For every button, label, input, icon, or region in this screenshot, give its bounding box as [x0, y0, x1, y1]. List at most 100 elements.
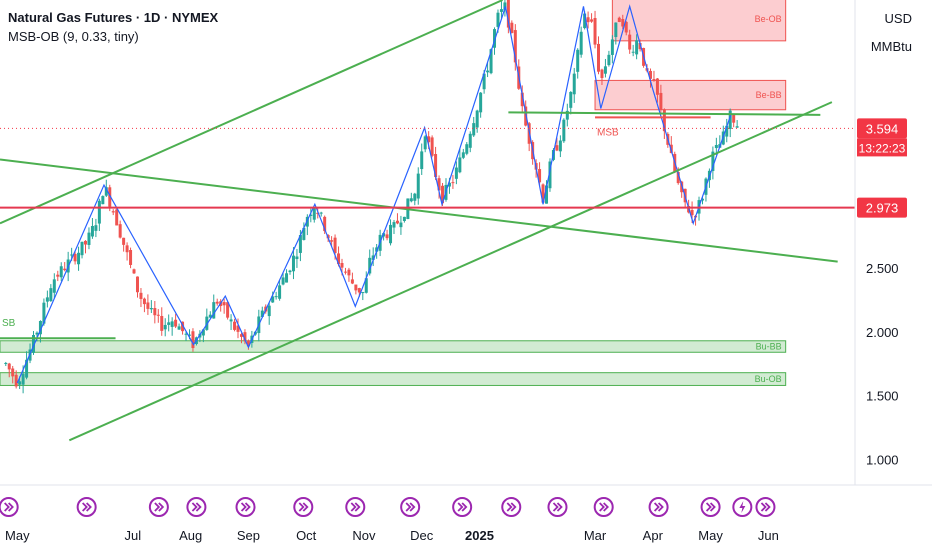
candle-body [142, 298, 146, 305]
candle-body [607, 54, 611, 66]
candle-body [427, 136, 431, 143]
event-marker-icon[interactable] [400, 497, 421, 517]
candle-body [603, 66, 607, 74]
candle-body [135, 276, 139, 293]
candle-body [70, 254, 74, 256]
candle-body [132, 269, 136, 274]
candle-body [538, 169, 542, 183]
trendline[interactable] [68, 101, 833, 442]
event-marker-icon[interactable] [700, 497, 721, 517]
double-chevron-glyph [191, 502, 202, 512]
candle-body [572, 73, 576, 95]
candle-body [167, 322, 171, 325]
currency-label[interactable]: USD [884, 11, 912, 26]
event-marker-icon[interactable] [648, 497, 669, 517]
candle-body [14, 374, 18, 387]
double-chevron-glyph [599, 502, 609, 512]
candle-body [565, 110, 569, 120]
event-marker-icon[interactable] [547, 497, 568, 517]
event-marker-icon[interactable] [755, 497, 776, 517]
candle-body [489, 49, 493, 74]
candle-body [45, 297, 49, 302]
candle-body [49, 288, 53, 302]
double-chevron-glyph [350, 502, 361, 512]
double-chevron-glyph [240, 502, 251, 512]
candle-body [340, 263, 344, 268]
candle-body [631, 51, 635, 53]
time-tick-label: Jun [758, 528, 779, 543]
candle-body [472, 123, 476, 136]
event-marker-icon[interactable] [501, 497, 522, 517]
candle-body [416, 173, 420, 199]
event-marker-icon[interactable] [0, 497, 19, 517]
candle-body [25, 359, 29, 378]
event-marker-icon[interactable] [148, 497, 169, 517]
event-marker-lightning-icon[interactable] [732, 497, 753, 517]
time-tick-label: May [5, 528, 30, 543]
double-chevron-glyph [506, 502, 517, 512]
time-tick-label: Sep [237, 528, 260, 543]
price-tick-label: 1.000 [866, 452, 899, 467]
candle-body [11, 368, 15, 377]
candle-body [579, 31, 583, 55]
candle-body [208, 314, 212, 318]
candle-body [63, 268, 67, 271]
candle-body [298, 235, 302, 253]
time-tick-label: Nov [352, 528, 376, 543]
time-tick-label: Jul [125, 528, 142, 543]
event-marker-icon[interactable] [593, 497, 614, 517]
unit-label[interactable]: MMBtu [870, 39, 912, 54]
candle-body [156, 314, 160, 316]
candle-body [32, 335, 36, 353]
trendline[interactable] [0, 0, 504, 225]
candle-body [222, 302, 226, 306]
event-marker-icon[interactable] [186, 497, 207, 517]
candle-body [375, 247, 379, 252]
event-marker-icon[interactable] [452, 497, 473, 517]
candle-body [700, 198, 704, 201]
last-price-badge-bg [857, 118, 907, 139]
time-tick-label: 2025 [465, 528, 494, 543]
candle-body [392, 222, 396, 228]
candle-body [434, 154, 438, 178]
trendline[interactable] [508, 111, 821, 116]
time-tick-label: Dec [410, 528, 434, 543]
candle-body [389, 224, 393, 244]
event-marker-icon[interactable] [345, 497, 366, 517]
last-price-badge: 3.594 [866, 121, 899, 136]
double-chevron-glyph [705, 502, 716, 512]
candle-body [278, 285, 282, 299]
candle-body [181, 321, 185, 332]
candle-body [347, 269, 351, 276]
candle-body [468, 133, 472, 148]
candle-body [111, 211, 115, 213]
zone-label: Be-BB [756, 90, 782, 100]
candle-body [690, 209, 694, 216]
candle-body [309, 214, 313, 216]
candle-body [648, 70, 652, 79]
msb-label: SB [2, 318, 16, 329]
double-chevron-glyph [298, 502, 309, 512]
zone-bu-ob [0, 372, 787, 386]
candle-body [493, 29, 497, 48]
event-marker-icon[interactable] [293, 497, 314, 517]
level-price-badge-bg [857, 197, 907, 218]
candle-body [597, 43, 600, 72]
event-marker-icon[interactable] [76, 497, 97, 517]
candle-body [614, 22, 618, 38]
double-chevron-glyph [4, 502, 14, 512]
candle-body [586, 17, 590, 23]
zone-be-ob [611, 0, 787, 42]
candle-body [118, 224, 122, 238]
candle-body [160, 315, 164, 331]
candle-body [475, 110, 479, 128]
double-chevron-glyph [82, 502, 92, 512]
zigzag-line [16, 4, 732, 384]
trendline[interactable] [0, 158, 838, 263]
level-price-badge: 2.973 [866, 201, 899, 216]
candle-body [38, 320, 42, 335]
candle-body [454, 167, 458, 179]
time-tick-label: May [698, 528, 723, 543]
event-marker-icon[interactable] [235, 497, 256, 517]
